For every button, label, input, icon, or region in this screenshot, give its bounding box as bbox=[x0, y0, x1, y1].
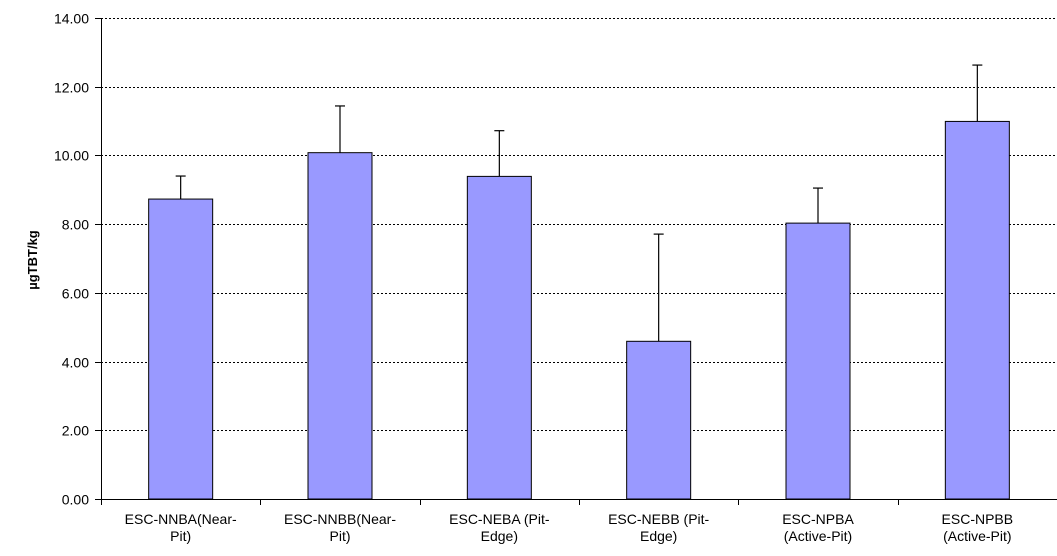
x-tick-label-line: ESC-NEBA (Pit- bbox=[449, 511, 550, 527]
y-axis-title: µgTBT/kg bbox=[25, 230, 40, 290]
x-tick-label-line: Pit) bbox=[170, 528, 191, 544]
x-tick-label-line: ESC-NNBB(Near- bbox=[284, 511, 396, 527]
bar bbox=[785, 222, 851, 500]
x-tick-label-line: ESC-NEBB (Pit- bbox=[608, 511, 709, 527]
x-tick-label-line: (Active-Pit) bbox=[943, 528, 1011, 544]
bar bbox=[466, 175, 532, 500]
bar bbox=[148, 198, 214, 500]
y-tick-labels: 0.00 2.00 4.00 6.00 8.00 10.00 12.00 14.00 bbox=[54, 11, 89, 508]
y-tick-label: 10.00 bbox=[54, 148, 89, 164]
x-tick-label-line: Pit) bbox=[330, 528, 351, 544]
y-tick-label: 2.00 bbox=[62, 423, 89, 439]
bars bbox=[148, 120, 1010, 500]
x-tick-label: ESC-NEBA (Pit-Edge) bbox=[449, 511, 550, 544]
x-tick-label: ESC-NPBB (Active-Pit) bbox=[942, 511, 1014, 544]
y-tick-label: 8.00 bbox=[62, 217, 89, 233]
bar bbox=[626, 340, 692, 500]
axes bbox=[95, 18, 1057, 505]
y-tick-label: 4.00 bbox=[62, 355, 89, 371]
x-tick-label-line: Edge) bbox=[481, 528, 518, 544]
y-tick-label: 14.00 bbox=[54, 11, 89, 27]
error-bars bbox=[175, 64, 983, 342]
gridlines bbox=[101, 18, 1057, 431]
y-tick-label: 6.00 bbox=[62, 286, 89, 302]
x-tick-label: ESC-NEBB (Pit-Edge) bbox=[608, 511, 709, 544]
y-tick-label: 0.00 bbox=[62, 492, 89, 508]
x-tick-label: ESC-NNBA(Near-Pit) bbox=[125, 511, 237, 544]
x-tick-label-line: (Active-Pit) bbox=[784, 528, 852, 544]
y-tick-label: 12.00 bbox=[54, 80, 89, 96]
x-tick-label-line: ESC-NPBB bbox=[942, 511, 1014, 527]
x-tick-labels: ESC-NNBA(Near-Pit)ESC-NNBB(Near-Pit)ESC-… bbox=[125, 511, 1013, 544]
x-tick-label: ESC-NPBA (Active-Pit) bbox=[782, 511, 854, 544]
x-tick-label-line: ESC-NPBA bbox=[782, 511, 854, 527]
bar bbox=[944, 120, 1010, 500]
x-tick-label: ESC-NNBB(Near-Pit) bbox=[284, 511, 396, 544]
bar bbox=[307, 152, 373, 500]
x-tick-label-line: Edge) bbox=[640, 528, 677, 544]
x-tick-label-line: ESC-NNBA(Near- bbox=[125, 511, 237, 527]
